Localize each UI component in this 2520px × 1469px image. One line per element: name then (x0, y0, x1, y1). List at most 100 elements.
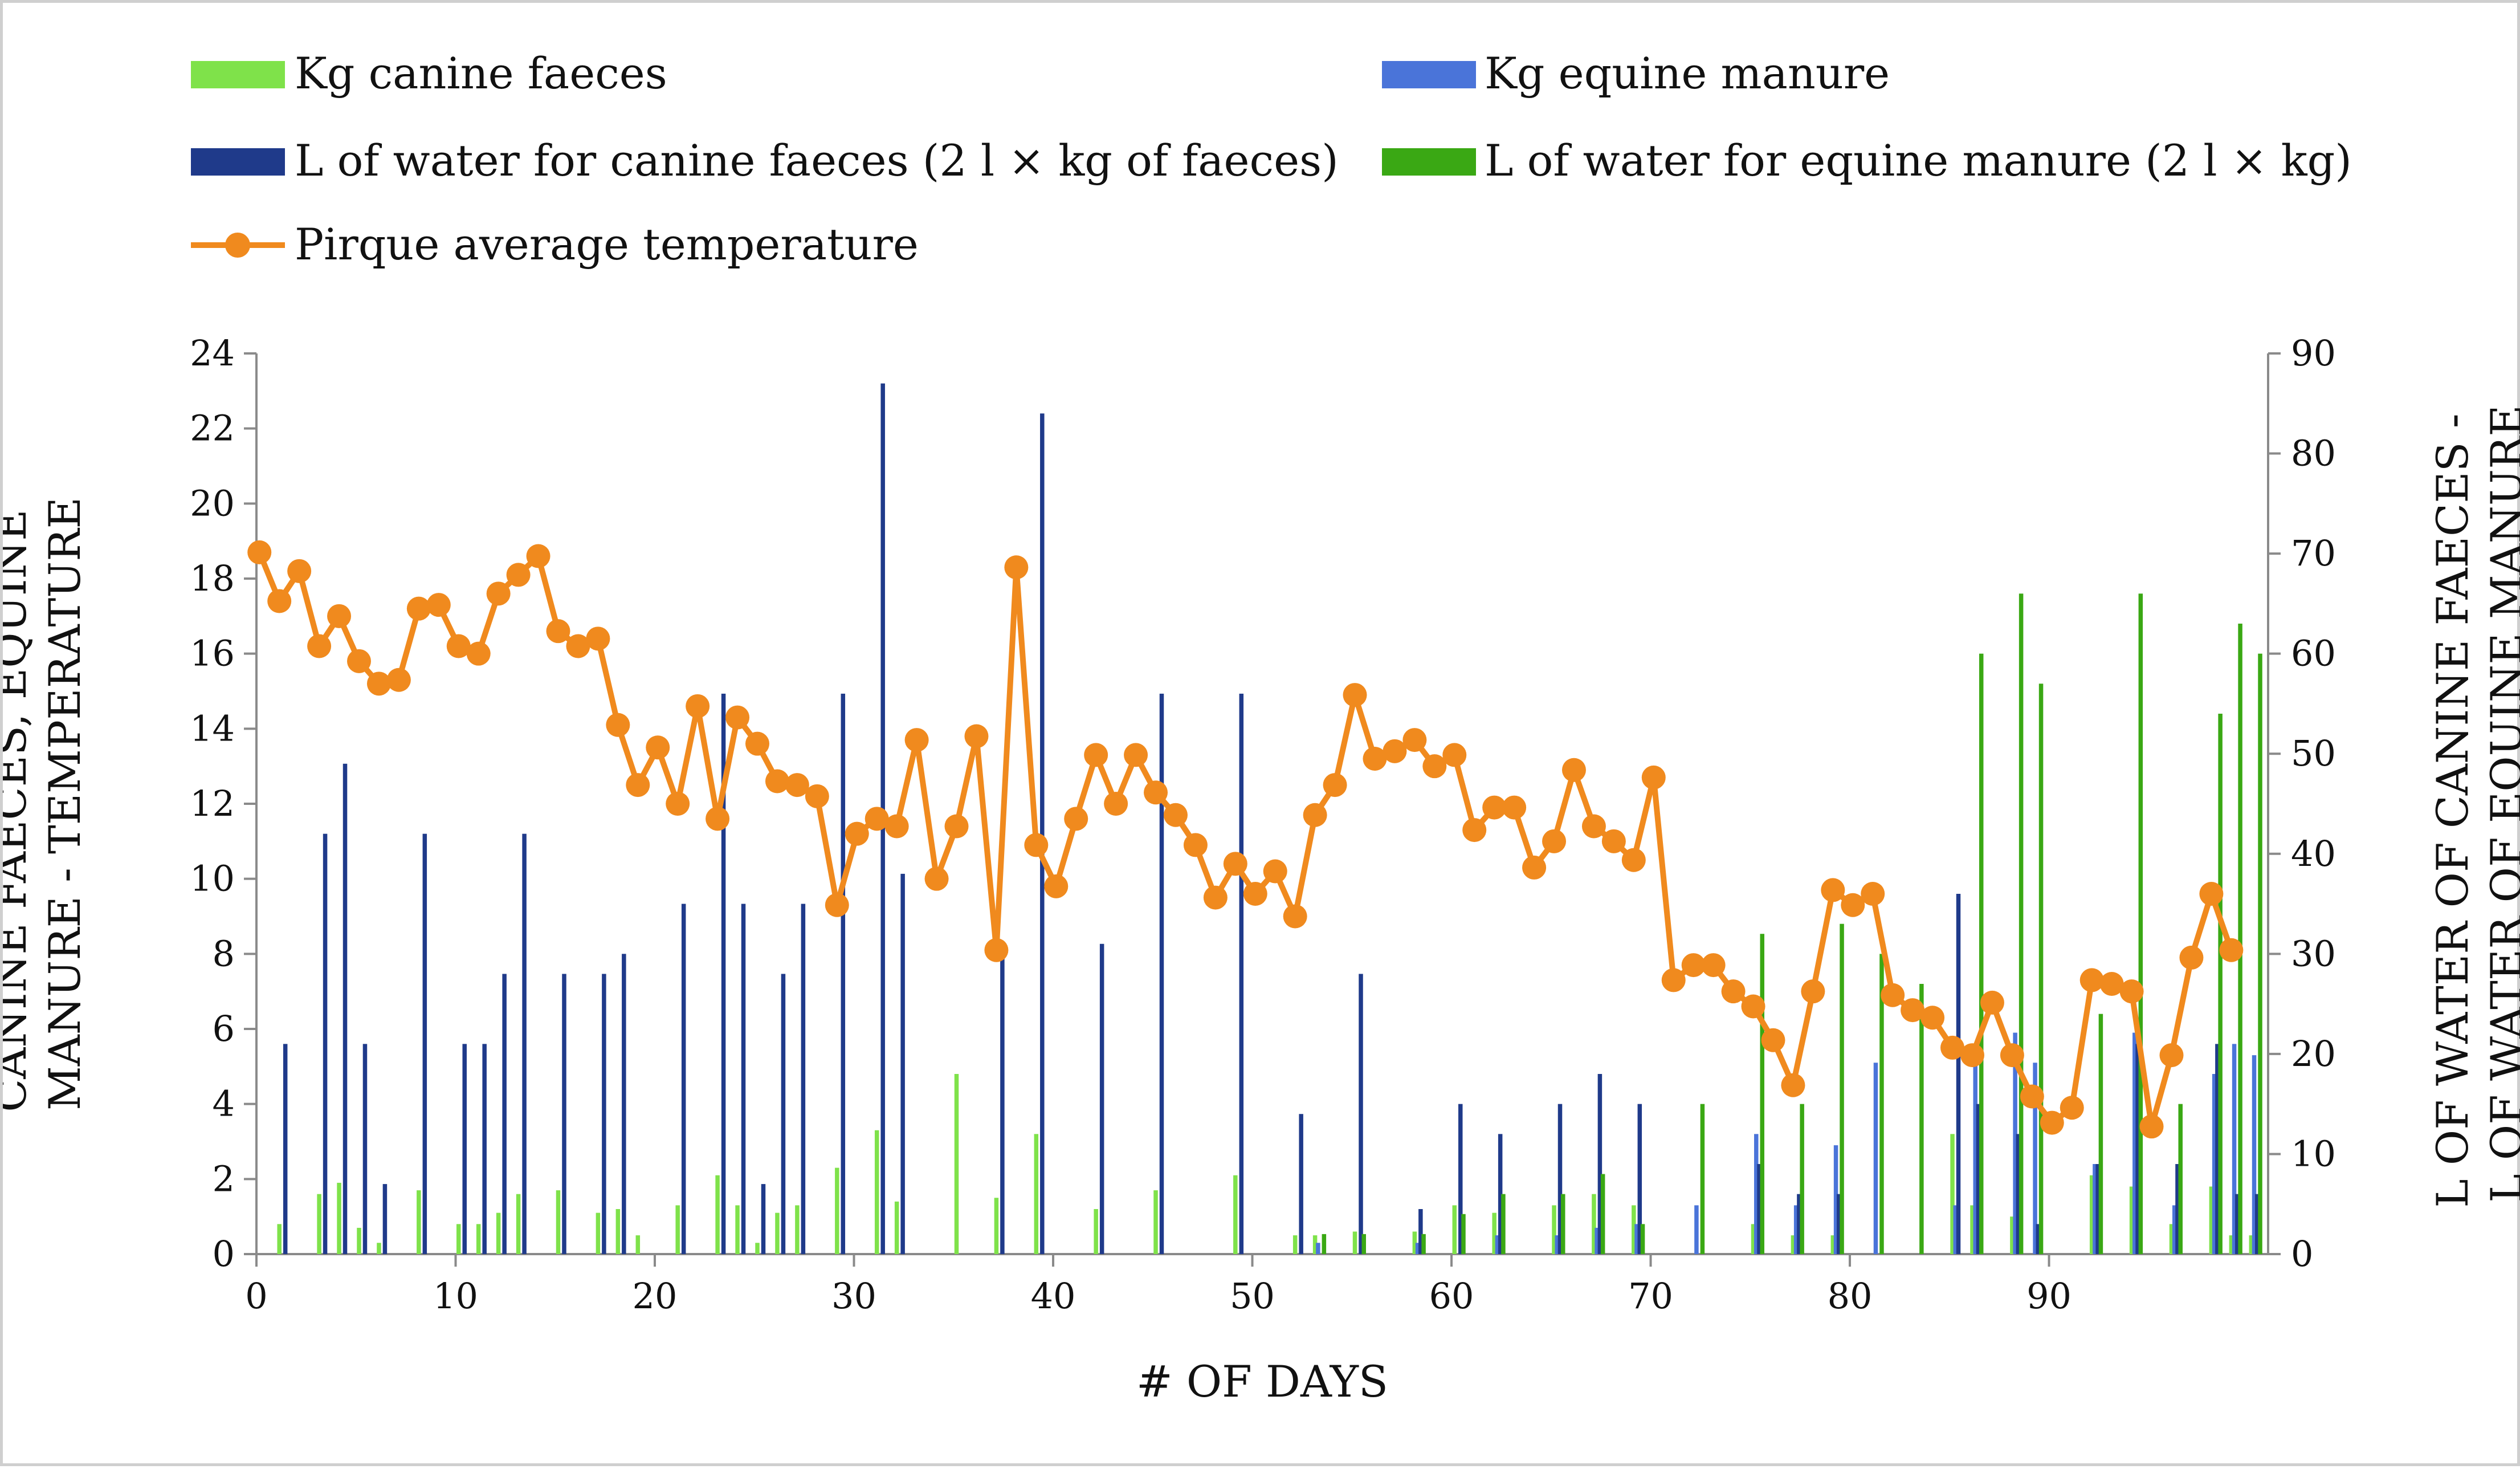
x-axis-title: # OF DAYS (1136, 1356, 1388, 1407)
temperature-point (2060, 1096, 2084, 1120)
temperature-point (1741, 994, 1765, 1019)
y-axis-right-title-line-2: L OF WATER OF EQUINE MANURE (2481, 405, 2520, 1203)
temperature-point (765, 769, 789, 793)
y-left-tick-label: 20 (190, 482, 235, 524)
bar-kg-canine-faeces (1970, 1205, 1975, 1254)
temperature-point (1721, 979, 1746, 1004)
bar-kg-equine-manure (2132, 1032, 2137, 1254)
y-left-tick-label: 16 (190, 633, 235, 674)
bar-kg-canine-faeces (795, 1205, 800, 1254)
temperature-point (2000, 1043, 2024, 1068)
bar-water-canine-faeces (1099, 943, 1104, 1254)
bar-kg-canine-faeces (337, 1182, 341, 1254)
chart-svg: Kg canine faeces Kg equine manure L of w… (3, 48, 2520, 1407)
temperature-point (1821, 878, 1845, 902)
y-right-tick-label: 20 (2291, 1033, 2336, 1075)
bar-water-equine-manure (1800, 1104, 1804, 1254)
temperature-point (1004, 555, 1029, 580)
temperature-point (2079, 968, 2104, 992)
bar-water-canine-faeces (2135, 1044, 2140, 1254)
bar-kg-equine-manure (1973, 1063, 1977, 1254)
ticks: 0246810121416182022240102030405060708090… (190, 332, 2336, 1317)
bar-kg-canine-faeces (516, 1194, 521, 1254)
temperature-point (785, 773, 809, 797)
temperature-point (2119, 979, 2144, 1004)
bar-kg-canine-faeces (1751, 1224, 1756, 1254)
y-left-tick-label: 8 (213, 933, 235, 974)
temperature-point (1363, 747, 1387, 771)
bar-water-equine-manure (2218, 714, 2223, 1254)
temperature-point (1641, 765, 1666, 790)
bar-kg-equine-manure (1415, 1243, 1420, 1254)
temperature-point (1203, 885, 1228, 910)
bar-water-canine-faeces (283, 1044, 288, 1254)
legend-swatch-water-canine-faeces (191, 148, 285, 176)
temperature-point (2179, 945, 2204, 970)
y-left-tick-label: 6 (213, 1008, 235, 1049)
bar-water-canine-faeces (741, 904, 746, 1254)
bar-kg-canine-faeces (2209, 1186, 2214, 1254)
bar-water-equine-manure (2098, 1014, 2103, 1254)
bar-kg-equine-manure (1694, 1205, 1699, 1254)
temperature-point (805, 784, 829, 808)
temperature-point (1124, 743, 1148, 767)
temperature-point (1044, 874, 1069, 898)
bar-kg-canine-faeces (2089, 1175, 2094, 1254)
bar-water-canine-faeces (2016, 1134, 2021, 1254)
temperature-point (825, 893, 849, 917)
bar-kg-canine-faeces (954, 1074, 959, 1254)
temperature-point (426, 593, 451, 617)
temperature-point (686, 694, 710, 718)
bar-kg-canine-faeces (277, 1224, 282, 1254)
x-tick-label: 20 (633, 1275, 678, 1317)
x-tick-label: 30 (831, 1275, 876, 1317)
y-right-tick-label: 50 (2291, 733, 2336, 774)
bar-kg-equine-manure (2033, 1063, 2037, 1254)
temperature-point (1243, 882, 1267, 906)
y-left-tick-label: 24 (190, 332, 235, 374)
bar-water-canine-faeces (1000, 954, 1005, 1254)
temperature-point (1801, 979, 1825, 1004)
bar-kg-equine-manure (2252, 1055, 2257, 1254)
temperature-point (1681, 953, 1706, 978)
temperature-point (646, 735, 670, 760)
bar-water-canine-faeces (502, 974, 507, 1254)
bar-kg-canine-faeces (1830, 1235, 1836, 1254)
bar-water-equine-manure (2238, 624, 2242, 1254)
bar-kg-equine-manure (1634, 1224, 1639, 1254)
temperature-point (2199, 882, 2224, 906)
bar-water-canine-faeces (1976, 1104, 1981, 1254)
temperature-point (1920, 1006, 1945, 1030)
legend-label-water-equine-manure: L of water for equine manure (2 l × kg) (1485, 135, 2352, 186)
bar-water-equine-manure (1840, 923, 1844, 1254)
y-right-tick-label: 0 (2291, 1233, 2313, 1275)
bar-kg-canine-faeces (2229, 1235, 2234, 1254)
bar-water-equine-manure (1600, 1174, 1605, 1254)
x-tick-label: 80 (1828, 1275, 1873, 1317)
bar-water-equine-manure (1640, 1224, 1645, 1254)
temperature-point (944, 814, 969, 839)
bar-kg-canine-faeces (1632, 1205, 1636, 1254)
temperature-point (725, 705, 750, 730)
bar-water-equine-manure (2138, 593, 2143, 1254)
temperature-point (1861, 882, 1885, 906)
temperature-point (546, 619, 570, 644)
bar-water-equine-manure (1322, 1234, 1327, 1254)
bar-kg-canine-faeces (1412, 1231, 1417, 1254)
y-right-tick-label: 80 (2291, 433, 2336, 474)
bar-kg-canine-faeces (615, 1209, 621, 1254)
temperature-point (1761, 1028, 1785, 1052)
y-axis-left-title: CANINE FAECES, EQUINE MANURE - TEMPERATU… (3, 495, 90, 1112)
bar-kg-canine-faeces (596, 1212, 601, 1254)
y-axis-left-title-line-1: CANINE FAECES, EQUINE (3, 509, 36, 1112)
bar-water-canine-faeces (1239, 693, 1244, 1254)
bar-kg-canine-faeces (476, 1224, 481, 1254)
temperature-point (865, 807, 889, 831)
temperature-point (1542, 829, 1567, 853)
bar-kg-canine-faeces (2129, 1186, 2134, 1254)
temperature-point (1104, 792, 1128, 816)
temperature-point (1303, 803, 1327, 827)
bar-kg-equine-manure (2232, 1044, 2237, 1254)
bar-water-equine-manure (2019, 593, 2024, 1254)
legend-swatch-water-equine-manure (1382, 148, 1476, 176)
